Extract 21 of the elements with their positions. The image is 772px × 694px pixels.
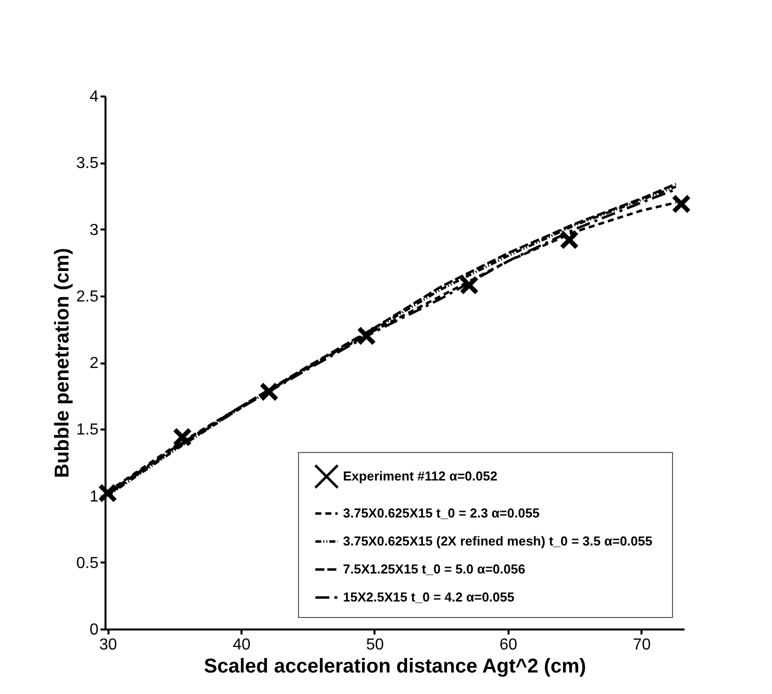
- y-tick-label: 1: [90, 488, 99, 506]
- legend-label: 15X2.5X15 t_0 = 4.2 α=0.055: [343, 590, 514, 604]
- y-tick-label: 3: [90, 222, 99, 239]
- x-tick-label: 60: [500, 636, 518, 654]
- y-tick-label: 0.5: [76, 554, 99, 572]
- legend-label: 3.75X0.625X15 (2X refined mesh) t_0 = 3.5 α=0.055: [343, 534, 652, 548]
- y-tick-label: 2.5: [76, 288, 99, 306]
- y-tick-label: 1.5: [76, 422, 99, 439]
- x-axis-title: Scaled acceleration distance Agt^2 (cm): [204, 656, 586, 678]
- x-tick-label: 30: [99, 636, 118, 654]
- y-axis-title: Bubble penetration (cm): [51, 248, 74, 478]
- legend-label: 7.5X1.25X15 t_0 = 5.0 α=0.056: [343, 562, 526, 576]
- y-tick-label: 2: [90, 355, 99, 372]
- legend-label: Experiment #112 α=0.052: [343, 468, 498, 484]
- x-tick-label: 40: [232, 636, 251, 654]
- y-tick-label: 3.5: [76, 155, 99, 172]
- y-tick-label: 4: [90, 88, 99, 106]
- x-tick-label: 70: [632, 636, 651, 654]
- y-tick-label: 0: [90, 622, 99, 638]
- legend-label: 3.75X0.625X15 t_0 = 2.3 α=0.055: [343, 506, 540, 520]
- x-tick-label: 50: [366, 636, 384, 654]
